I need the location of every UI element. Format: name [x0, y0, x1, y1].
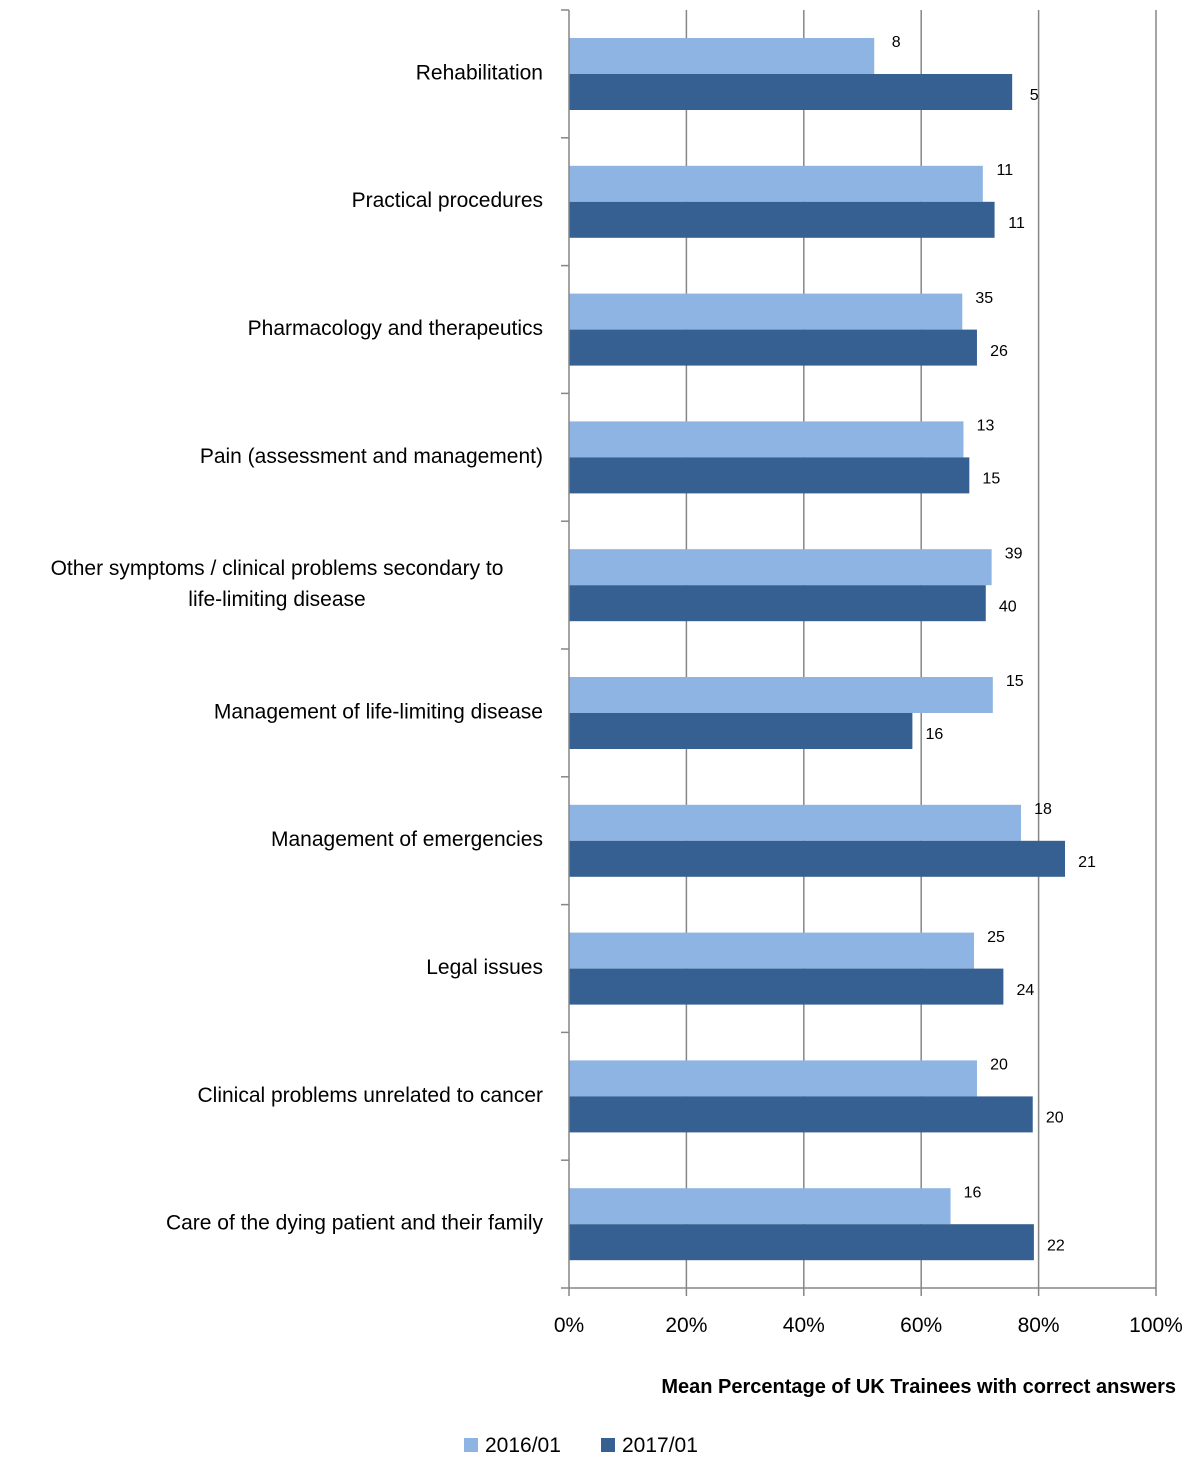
- category-label: Management of emergencies: [271, 828, 543, 851]
- category-label: Legal issues: [426, 956, 543, 979]
- category-label: Clinical problems unrelated to cancer: [197, 1084, 543, 1107]
- data-label: 25: [987, 929, 1005, 946]
- data-label: 20: [1046, 1110, 1064, 1127]
- data-label: 13: [977, 418, 995, 435]
- bar-2016-01-5: [569, 677, 993, 713]
- data-label: 35: [975, 290, 993, 307]
- category-label: Pain (assessment and management): [200, 445, 543, 468]
- category-label: Pharmacology and therapeutics: [248, 317, 543, 340]
- data-label: 16: [964, 1184, 982, 1201]
- data-label: 8: [892, 34, 901, 51]
- category-label: Other symptoms / clinical problems secon…: [51, 557, 504, 611]
- data-label: 18: [1034, 801, 1052, 818]
- bar-2017-01-5: [569, 713, 912, 749]
- bar-2017-01-2: [569, 330, 977, 366]
- x-tick-label: 100%: [1129, 1314, 1183, 1337]
- x-tick-label: 0%: [554, 1314, 584, 1337]
- x-axis-title: Mean Percentage of UK Trainees with corr…: [661, 1376, 1176, 1398]
- bar-2016-01-3: [569, 421, 963, 457]
- bars: [569, 38, 1065, 1260]
- data-label: 16: [925, 726, 943, 743]
- bar-2016-01-0: [569, 38, 874, 74]
- data-label: 22: [1047, 1237, 1065, 1254]
- x-tick-label: 60%: [900, 1314, 942, 1337]
- bar-2017-01-0: [569, 74, 1012, 110]
- bar-2016-01-6: [569, 805, 1021, 841]
- category-label: Management of life-limiting disease: [214, 700, 543, 723]
- legend-label: 2016/01: [485, 1434, 561, 1457]
- bar-2017-01-9: [569, 1224, 1034, 1260]
- data-label: 40: [999, 598, 1017, 615]
- data-label: 39: [1005, 545, 1023, 562]
- category-label: Practical procedures: [352, 189, 543, 212]
- data-label: 26: [990, 343, 1008, 360]
- data-label: 11: [997, 162, 1014, 179]
- x-tick-label: 40%: [783, 1314, 825, 1337]
- bar-2017-01-7: [569, 969, 1003, 1005]
- bar-2017-01-1: [569, 202, 995, 238]
- category-label: Rehabilitation: [416, 61, 543, 84]
- data-label: 15: [1006, 673, 1024, 690]
- category-label: Care of the dying patient and their fami…: [166, 1212, 544, 1235]
- x-tick-label: 80%: [1018, 1314, 1060, 1337]
- data-label: 20: [990, 1057, 1008, 1074]
- data-label: 21: [1078, 854, 1096, 871]
- x-tick-label: 20%: [665, 1314, 707, 1337]
- legend-swatch: [464, 1438, 478, 1452]
- bar-2017-01-4: [569, 585, 986, 621]
- category-labels: Rehabilitation Practical procedures Pharma…: [51, 61, 544, 1234]
- data-label: 11: [1008, 215, 1025, 232]
- bar-2016-01-4: [569, 549, 992, 585]
- data-label: 15: [982, 471, 1000, 488]
- legend: 2016/01 2017/01: [464, 1434, 698, 1457]
- bar-2016-01-9: [569, 1188, 951, 1224]
- bar-2016-01-7: [569, 933, 974, 969]
- data-label: 24: [1016, 982, 1034, 999]
- x-tick-labels: 0% 20% 40% 60% 80% 100%: [554, 1314, 1183, 1337]
- bar-2016-01-8: [569, 1060, 977, 1096]
- data-label: 5: [1030, 87, 1039, 104]
- legend-swatch: [601, 1438, 615, 1452]
- bar-2017-01-3: [569, 457, 969, 493]
- bar-2016-01-2: [569, 294, 962, 330]
- bar-2017-01-8: [569, 1096, 1033, 1132]
- bar-2016-01-1: [569, 166, 983, 202]
- bar-2017-01-6: [569, 841, 1065, 877]
- legend-label: 2017/01: [622, 1434, 698, 1457]
